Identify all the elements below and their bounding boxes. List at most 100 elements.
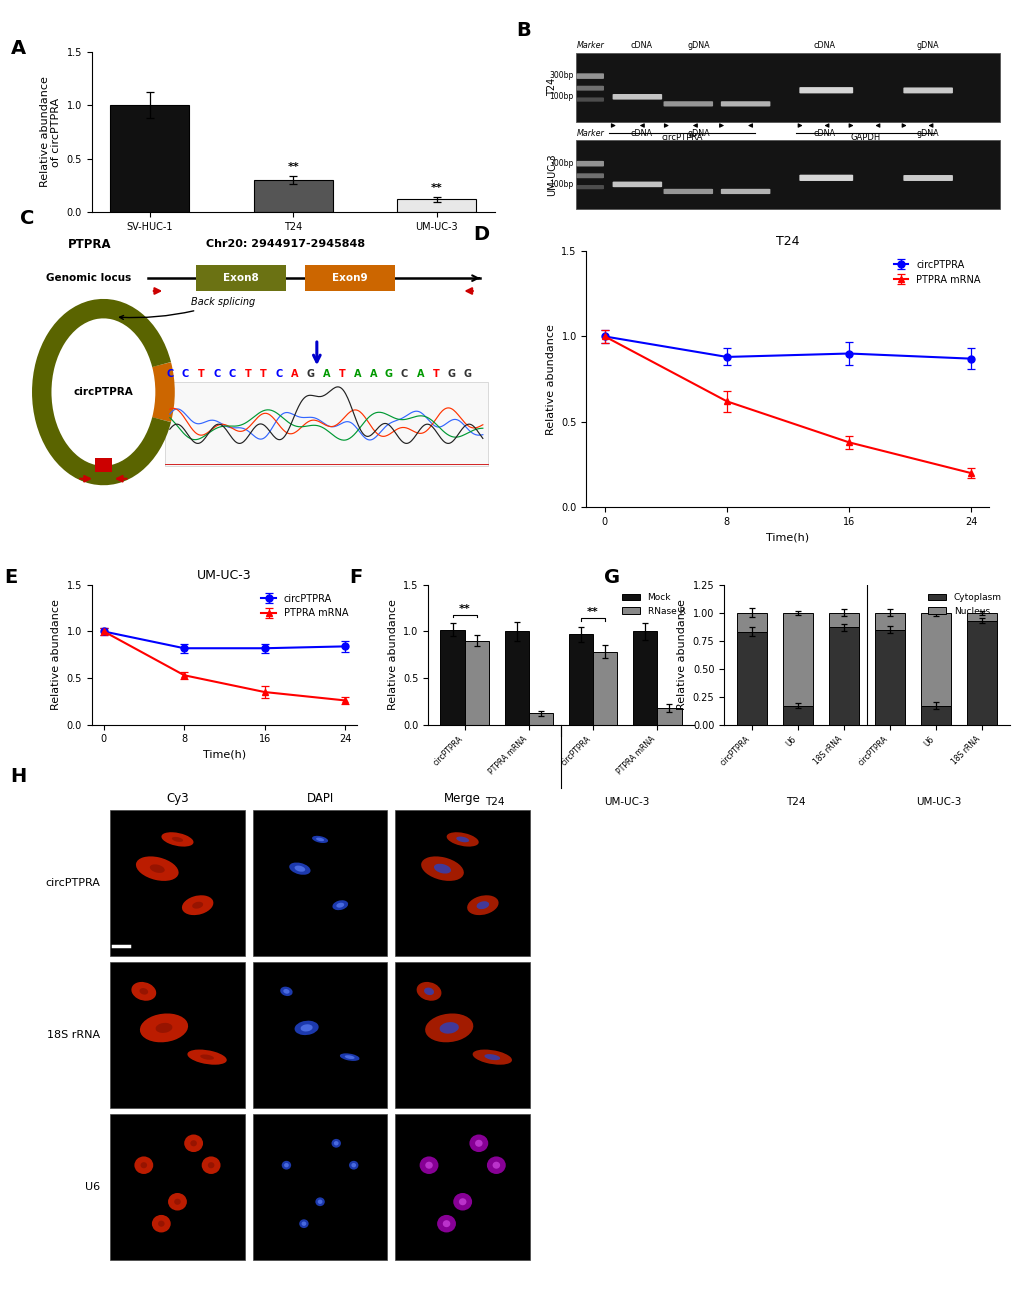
Text: cDNA: cDNA <box>630 41 652 50</box>
Ellipse shape <box>158 1220 164 1227</box>
FancyBboxPatch shape <box>663 189 712 194</box>
Ellipse shape <box>484 1055 499 1060</box>
Text: gDNA: gDNA <box>687 129 709 137</box>
Ellipse shape <box>280 986 292 996</box>
Ellipse shape <box>459 1198 466 1205</box>
FancyBboxPatch shape <box>253 810 387 956</box>
Ellipse shape <box>301 1025 313 1031</box>
Ellipse shape <box>141 1162 147 1168</box>
Text: C: C <box>213 369 220 379</box>
Text: DAPI: DAPI <box>306 792 333 805</box>
Ellipse shape <box>192 902 203 908</box>
Bar <box>874 613 904 630</box>
Text: A: A <box>416 369 424 379</box>
Text: circPTPRA: circPTPRA <box>73 387 133 397</box>
Y-axis label: Relative abundance: Relative abundance <box>545 324 555 435</box>
FancyBboxPatch shape <box>395 963 530 1108</box>
Text: F: F <box>348 568 362 587</box>
Text: D: D <box>473 225 489 245</box>
Text: cDNA: cDNA <box>812 129 835 137</box>
Ellipse shape <box>202 1157 220 1174</box>
Ellipse shape <box>344 1055 355 1058</box>
FancyBboxPatch shape <box>110 810 245 956</box>
Bar <box>397 199 476 212</box>
Ellipse shape <box>424 987 433 995</box>
Ellipse shape <box>187 1049 226 1065</box>
Text: **: ** <box>287 162 299 172</box>
FancyBboxPatch shape <box>196 265 285 291</box>
Text: T24: T24 <box>785 797 805 807</box>
Bar <box>783 705 812 725</box>
Ellipse shape <box>299 1219 309 1228</box>
Ellipse shape <box>425 1162 432 1168</box>
Text: Marker: Marker <box>576 129 603 137</box>
Ellipse shape <box>208 1162 214 1168</box>
Text: circPTPRA: circPTPRA <box>45 879 100 888</box>
FancyBboxPatch shape <box>253 963 387 1108</box>
FancyBboxPatch shape <box>110 1114 245 1260</box>
Text: 100bp: 100bp <box>548 180 573 189</box>
FancyBboxPatch shape <box>903 88 952 93</box>
Bar <box>440 630 465 725</box>
Text: C: C <box>400 369 408 379</box>
FancyBboxPatch shape <box>576 97 603 102</box>
Text: UM-UC-3: UM-UC-3 <box>546 154 556 197</box>
Ellipse shape <box>283 989 289 994</box>
FancyBboxPatch shape <box>395 1114 530 1260</box>
X-axis label: Time(h): Time(h) <box>203 751 246 760</box>
FancyBboxPatch shape <box>576 185 603 189</box>
Text: A: A <box>369 369 377 379</box>
Ellipse shape <box>472 1049 512 1065</box>
FancyBboxPatch shape <box>799 175 852 181</box>
Ellipse shape <box>283 1163 288 1167</box>
Bar <box>920 705 950 725</box>
Y-axis label: Relative abundance: Relative abundance <box>387 599 397 710</box>
Text: C: C <box>181 369 189 379</box>
Text: T: T <box>260 369 267 379</box>
Ellipse shape <box>294 1021 318 1035</box>
Text: **: ** <box>587 607 598 617</box>
Text: T: T <box>245 369 252 379</box>
Text: Exon8: Exon8 <box>223 273 259 283</box>
FancyBboxPatch shape <box>720 189 769 194</box>
Bar <box>110 105 189 212</box>
FancyBboxPatch shape <box>799 87 852 93</box>
Text: 18S rRNA: 18S rRNA <box>47 1030 100 1040</box>
FancyBboxPatch shape <box>95 458 112 472</box>
Text: Merge: Merge <box>444 792 481 805</box>
Bar <box>254 180 332 212</box>
Ellipse shape <box>315 1197 324 1206</box>
Text: C: C <box>228 369 235 379</box>
Ellipse shape <box>140 1013 187 1042</box>
Text: GAPDH: GAPDH <box>850 133 879 142</box>
Text: C: C <box>20 210 35 229</box>
Text: T24: T24 <box>484 797 504 807</box>
Bar <box>737 613 766 631</box>
Text: UM-UC-3: UM-UC-3 <box>604 797 649 807</box>
Ellipse shape <box>425 1013 473 1042</box>
Text: T: T <box>432 369 439 379</box>
Ellipse shape <box>452 1193 472 1210</box>
FancyBboxPatch shape <box>576 53 1000 122</box>
Ellipse shape <box>467 895 498 915</box>
Y-axis label: Relative abundance
of circPTPRA: Relative abundance of circPTPRA <box>40 76 61 188</box>
Ellipse shape <box>174 1198 180 1205</box>
Ellipse shape <box>339 1053 359 1061</box>
Text: G: G <box>384 369 392 379</box>
Text: H: H <box>10 767 26 787</box>
FancyBboxPatch shape <box>576 141 1000 210</box>
Ellipse shape <box>336 903 343 907</box>
FancyBboxPatch shape <box>612 94 661 100</box>
Text: Marker: Marker <box>576 41 603 50</box>
Ellipse shape <box>317 1200 322 1203</box>
Text: **: ** <box>459 604 470 613</box>
Bar <box>592 652 616 725</box>
Bar <box>656 708 681 725</box>
Bar <box>966 613 996 621</box>
Text: UM-UC-3: UM-UC-3 <box>915 797 960 807</box>
Text: Exon9: Exon9 <box>332 273 368 283</box>
Bar <box>828 628 858 725</box>
Bar <box>828 613 858 628</box>
FancyBboxPatch shape <box>576 85 603 91</box>
Ellipse shape <box>486 1157 505 1174</box>
